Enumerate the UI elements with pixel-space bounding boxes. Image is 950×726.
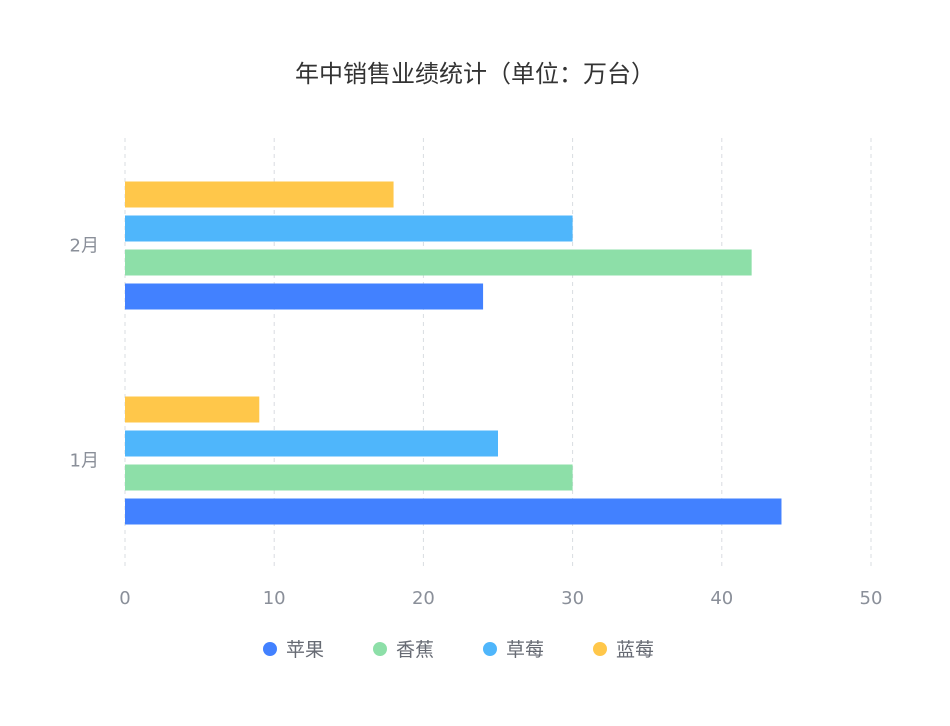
x-tick-label: 0 [119,588,130,609]
y-axis-categories: 1月 2月 [70,236,99,472]
legend-label: 草莓 [506,639,544,661]
x-tick-label: 30 [561,588,584,609]
bar [125,181,394,208]
bar [125,283,484,310]
bar [125,430,498,457]
bar [125,249,752,276]
legend-swatch [483,642,497,656]
legend-label: 蓝莓 [616,639,654,661]
x-tick-label: 50 [860,588,883,609]
x-tick-label: 20 [412,588,435,609]
chart-title: 年中销售业绩统计（单位：万台） [295,60,655,88]
x-tick-label: 40 [710,588,733,609]
legend-label: 香蕉 [396,639,434,661]
legend: 苹果 香蕉 草莓 蓝莓 [263,639,654,661]
legend-swatch [593,642,607,656]
bar [125,396,260,423]
legend-label: 苹果 [286,639,324,661]
x-tick-label: 10 [263,588,286,609]
y-category-label: 2月 [70,236,99,257]
x-axis-ticks: 0 10 20 30 40 50 [119,588,882,609]
y-category-label: 1月 [70,451,99,472]
legend-swatch [263,642,277,656]
bar [125,498,782,525]
bars [125,181,782,525]
legend-swatch [373,642,387,656]
bar [125,215,573,242]
bar [125,464,573,491]
